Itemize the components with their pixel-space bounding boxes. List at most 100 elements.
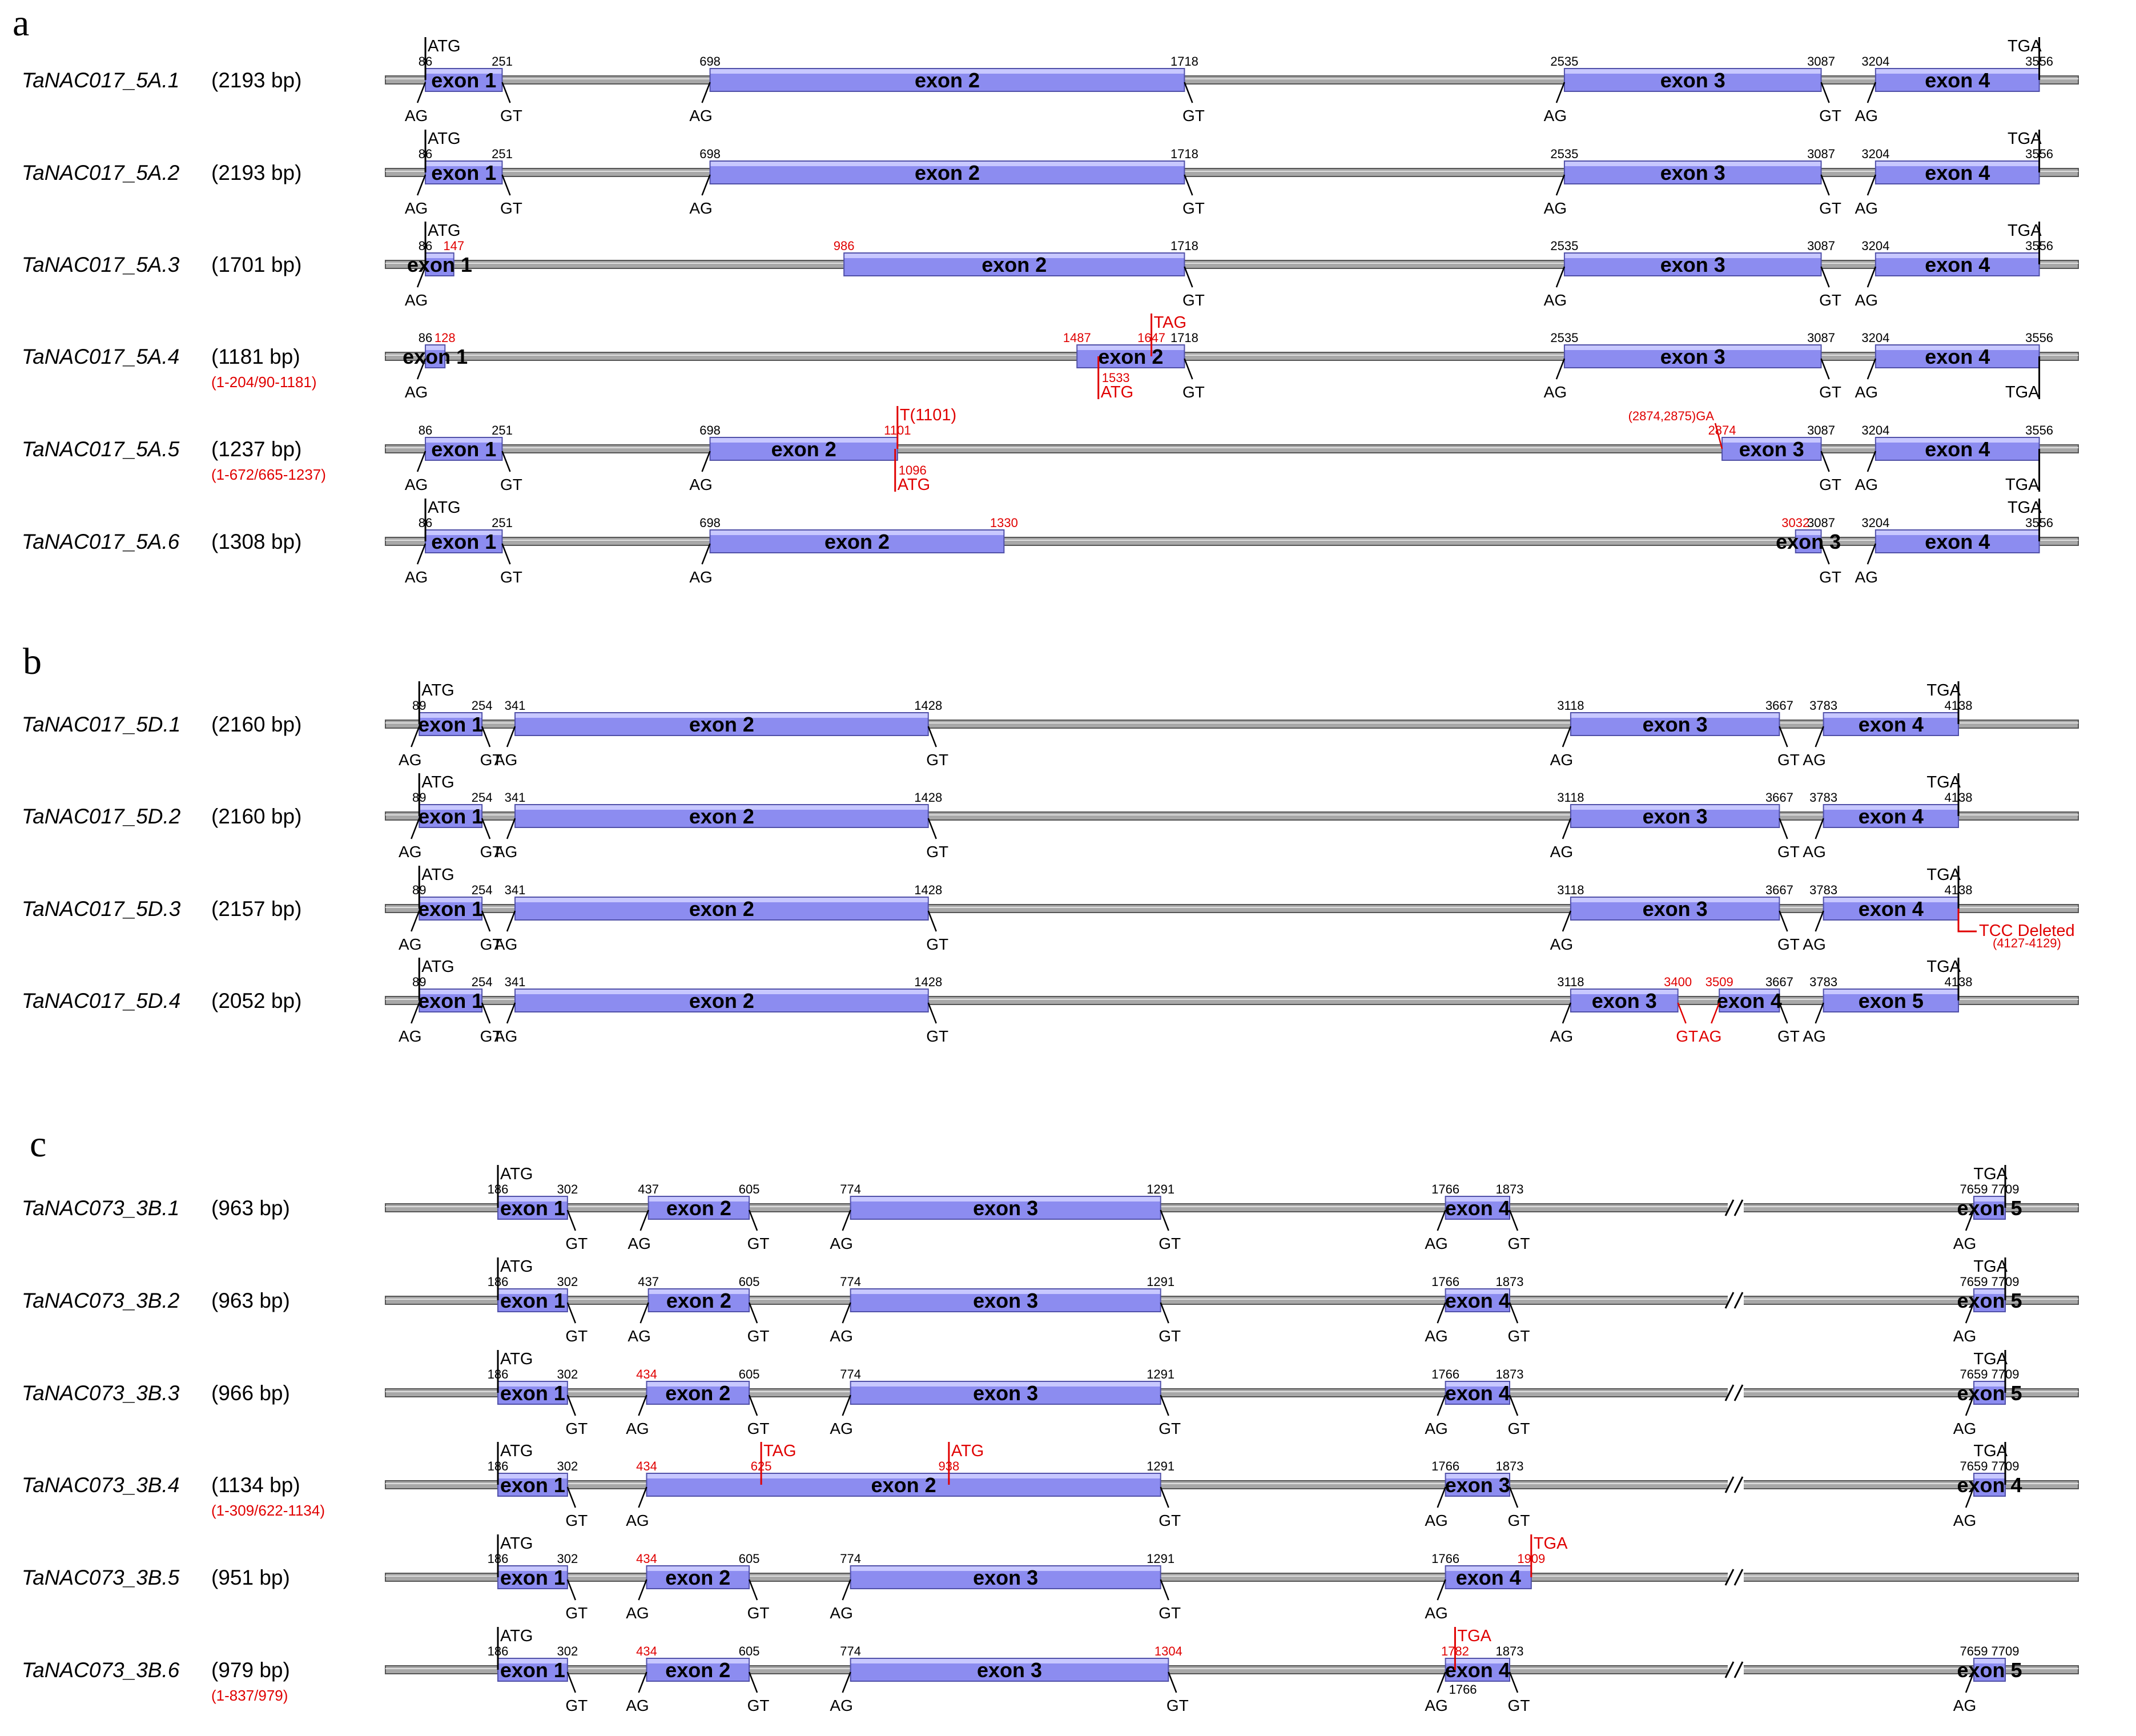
codon-position: 1533	[1102, 371, 1130, 385]
position-number: 3783	[1809, 698, 1837, 713]
splice-site-tick	[1711, 1002, 1720, 1024]
splice-site-ag: AG	[405, 199, 428, 217]
position-number: 7659	[1960, 1459, 1988, 1473]
transcript-name: TaNAC017_5A.3	[22, 253, 180, 276]
position-number: 302	[557, 1459, 578, 1473]
splice-site-ag: AG	[830, 1420, 852, 1437]
position-number: 605	[739, 1644, 760, 1658]
exon-shine	[498, 1382, 567, 1387]
splice-site-gt: GT	[1158, 1512, 1181, 1529]
splice-site-tick	[506, 1002, 516, 1024]
exon-shine	[1824, 805, 1958, 810]
exon-label: exon 1	[418, 989, 483, 1012]
codon-label: ATG	[951, 1442, 984, 1460]
exon-shine	[1571, 713, 1779, 718]
position-number: 1428	[914, 883, 942, 897]
position-number: 605	[739, 1367, 760, 1381]
transcript-row: TaNAC073_3B.6 (979 bp) (1-837/979) exon 1 ex…	[22, 1627, 2079, 1714]
position-number: 1291	[1147, 1459, 1174, 1473]
splice-site-gt: GT	[480, 751, 502, 769]
splice-site-tick	[416, 543, 427, 565]
exon-label: exon 5	[1957, 1658, 2022, 1682]
splice-site-ag: AG	[689, 476, 712, 493]
splice-site-tick	[1509, 1302, 1519, 1324]
exon-shine	[1564, 162, 1821, 166]
deletion-pointer	[1957, 909, 1977, 933]
position-number: 1291	[1147, 1275, 1174, 1289]
splice-site-ag: AG	[1544, 383, 1567, 401]
splice-site-tick	[638, 1395, 647, 1416]
splice-site-gt: GT	[926, 1027, 948, 1045]
splice-site-gt: GT	[1819, 199, 1841, 217]
exon-shine	[851, 1566, 1160, 1571]
codon-label: ATG	[1101, 383, 1133, 401]
codon-label: ATG	[898, 476, 930, 494]
exon-label: exon 3	[1643, 897, 1708, 921]
splice-site-ag: AG	[1855, 291, 1878, 309]
splice-site-gt: GT	[747, 1420, 770, 1437]
splice-site-ag: AG	[405, 568, 428, 586]
splice-site-tick	[481, 910, 491, 932]
splice-site-ag: AG	[494, 843, 517, 861]
splice-site-tick	[701, 451, 711, 472]
splice-site-ag: AG	[405, 107, 428, 124]
intron-line	[385, 1665, 2079, 1674]
splice-site-tick	[1160, 1302, 1169, 1324]
exon-shine	[420, 898, 482, 902]
splice-site-tick	[1437, 1209, 1446, 1231]
transcript-row: TaNAC017_5A.2 (2193 bp) exon 1 exon 2 exon 3…	[22, 130, 2079, 217]
splice-site-tick	[1437, 1671, 1446, 1693]
exon-label: exon 3	[1660, 69, 1725, 92]
transcript-length: (1134 bp)	[211, 1473, 300, 1497]
position-number: 698	[699, 516, 721, 530]
splice-site-tick	[566, 1671, 577, 1693]
splice-site-gt: GT	[565, 1235, 588, 1252]
splice-site-ag: AG	[1425, 1327, 1447, 1345]
exon-label: exon 1	[418, 805, 483, 828]
splice-site-gt: GT	[1508, 1512, 1530, 1529]
exon-shine	[1824, 713, 1958, 718]
splice-site-ag: AG	[1544, 199, 1567, 217]
splice-site-ag: AG	[1550, 1027, 1573, 1045]
exon-label: exon 4	[1859, 897, 1924, 921]
axis-break-mark	[1724, 1569, 1735, 1586]
splice-site-gt: GT	[926, 843, 948, 861]
splice-site-tick	[1965, 1395, 1975, 1416]
splice-site-gt: GT	[1182, 107, 1205, 124]
splice-site-gt: GT	[1777, 751, 1800, 769]
exon-label: exon 4	[1445, 1196, 1510, 1220]
exon-label: exon 5	[1957, 1196, 2022, 1220]
exon-shine	[1876, 531, 2039, 535]
intron-line	[385, 168, 2079, 177]
splice-site-ag: AG	[1855, 568, 1878, 586]
codon-label: TGA	[2008, 130, 2042, 148]
splice-site-ag: AG	[494, 1027, 517, 1045]
position-number: 341	[505, 790, 526, 805]
splice-site-gt: GT	[480, 843, 502, 861]
splice-site-tick	[638, 1579, 647, 1601]
position-number: 251	[492, 54, 513, 69]
splice-site-tick	[506, 910, 516, 932]
splice-site-tick	[1562, 910, 1572, 932]
exon-shine	[1974, 1197, 2005, 1201]
position-number: 434	[636, 1367, 657, 1381]
position-number: 774	[840, 1182, 861, 1196]
position-number: 1304	[1155, 1644, 1182, 1658]
panel-a: a TaNAC017_5A.1 (2193 bp) exon 1 exon 2 exon …	[13, 2, 2079, 586]
splice-site-gt: GT	[565, 1604, 588, 1622]
intron-line	[385, 444, 2079, 453]
exon-shine	[1564, 345, 1821, 350]
splice-site-tick	[1867, 358, 1877, 380]
position-number: 1428	[914, 790, 942, 805]
exon-shine	[1876, 69, 2039, 74]
codon-label: ATG	[500, 1350, 533, 1368]
splice-site-tick	[1509, 1486, 1519, 1508]
position-number: 1718	[1170, 54, 1198, 69]
position-number: 7709	[1992, 1644, 2020, 1658]
splice-site-tick	[1820, 543, 1830, 565]
exon-shine	[420, 805, 482, 810]
position-number: 341	[505, 698, 526, 713]
axis-break-mark	[1724, 1476, 1735, 1493]
splice-site-gt: GT	[1819, 291, 1841, 309]
intron-line	[385, 1203, 2079, 1212]
